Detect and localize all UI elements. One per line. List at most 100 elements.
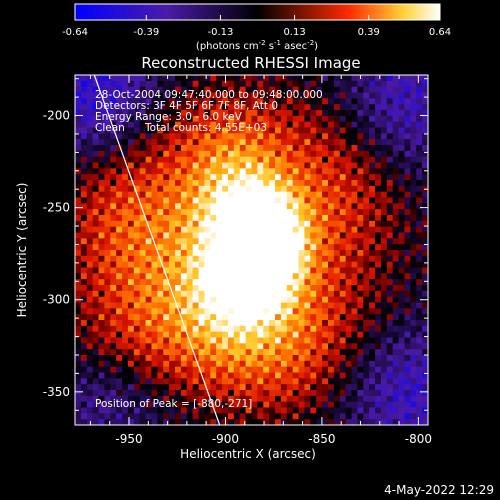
heatmap-cell — [280, 220, 288, 228]
heatmap-cell — [245, 215, 253, 222]
heatmap-cell — [322, 174, 329, 181]
heatmap-cell — [239, 296, 247, 304]
heatmap-cell — [357, 255, 364, 263]
heatmap-cell — [198, 419, 206, 425]
heatmap-cell — [92, 261, 100, 269]
heatmap-cell — [227, 384, 235, 391]
heatmap-cell — [198, 209, 206, 216]
heatmap-cell — [98, 209, 106, 216]
heatmap-cell — [86, 104, 94, 111]
heatmap-cell — [351, 255, 358, 263]
heatmap-cell — [363, 395, 370, 403]
heatmap-cell — [269, 156, 276, 164]
heatmap-cell — [375, 121, 382, 129]
heatmap-cell — [386, 115, 394, 123]
heatmap-cell — [239, 378, 247, 385]
heatmap-cell — [133, 314, 141, 321]
heatmap-cell — [327, 139, 335, 146]
heatmap-cell — [410, 86, 417, 94]
heatmap-cell — [204, 180, 211, 187]
heatmap-cell — [175, 150, 182, 158]
heatmap-cell — [127, 145, 135, 152]
heatmap-cell — [216, 174, 223, 181]
heatmap-cell — [304, 395, 311, 403]
heatmap-cell — [75, 80, 82, 88]
heatmap-cell — [210, 156, 217, 164]
heatmap-cell — [392, 314, 400, 321]
heatmap-cell — [233, 244, 241, 251]
heatmap-cell — [386, 156, 394, 164]
heatmap-cell — [180, 401, 188, 409]
heatmap-cell — [222, 355, 229, 362]
heatmap-cell — [175, 302, 182, 309]
heatmap-cell — [222, 314, 229, 321]
heatmap-cell — [416, 162, 423, 169]
heatmap-cell — [116, 80, 123, 88]
heatmap-cell — [192, 255, 200, 263]
heatmap-cell — [92, 115, 100, 123]
heatmap-cell — [380, 156, 388, 164]
heatmap-cell — [122, 139, 129, 146]
heatmap-cell — [280, 273, 288, 280]
heatmap-cell — [310, 197, 317, 204]
heatmap-cell — [127, 255, 135, 263]
heatmap-cell — [357, 98, 364, 105]
heatmap-cell — [286, 366, 294, 374]
heatmap-cell — [227, 355, 235, 362]
heatmap-cell — [410, 250, 417, 257]
heatmap-cell — [322, 209, 329, 216]
heatmap-cell — [233, 180, 241, 187]
heatmap-cell — [292, 360, 300, 368]
heatmap-cell — [227, 337, 235, 344]
heatmap-cell — [404, 238, 411, 245]
heatmap-cell — [386, 384, 394, 391]
heatmap-cell — [227, 180, 235, 187]
heatmap-cell — [86, 133, 94, 140]
heatmap-cell — [298, 145, 306, 152]
heatmap-cell — [398, 127, 406, 134]
heatmap-cell — [192, 180, 200, 187]
heatmap-cell — [280, 360, 288, 368]
heatmap-cell — [280, 197, 288, 204]
heatmap-cell — [398, 337, 406, 344]
heatmap-cell — [380, 174, 388, 181]
heatmap-cell — [339, 384, 347, 391]
heatmap-cell — [186, 86, 194, 94]
heatmap-cell — [345, 209, 353, 216]
heatmap-cell — [333, 372, 341, 379]
heatmap-cell — [175, 325, 182, 333]
heatmap-cell — [75, 413, 82, 420]
heatmap-cell — [398, 366, 406, 374]
heatmap-cell — [75, 372, 82, 379]
heatmap-cell — [286, 290, 294, 298]
heatmap-cell — [175, 226, 182, 234]
heatmap-cell — [192, 197, 200, 204]
heatmap-cell — [410, 320, 417, 327]
heatmap-cell — [304, 98, 311, 105]
heatmap-cell — [192, 407, 200, 414]
heatmap-cell — [222, 390, 229, 397]
heatmap-cell — [386, 413, 394, 420]
heatmap-cell — [145, 255, 153, 263]
heatmap-cell — [122, 314, 129, 321]
heatmap-cell — [80, 378, 88, 385]
heatmap-cell — [398, 75, 406, 82]
heatmap-cell — [86, 121, 94, 129]
heatmap-cell — [357, 302, 364, 309]
heatmap-cell — [286, 209, 294, 216]
heatmap-cell — [316, 401, 323, 409]
heatmap-cell — [104, 145, 111, 152]
heatmap-cell — [275, 419, 282, 425]
heatmap-cell — [375, 75, 382, 82]
heatmap-cell — [316, 320, 323, 327]
heatmap-cell — [375, 407, 382, 414]
heatmap-cell — [133, 343, 141, 350]
heatmap-cell — [280, 180, 288, 187]
heatmap-cell — [110, 419, 117, 425]
heatmap-cell — [392, 372, 400, 379]
heatmap-cell — [233, 110, 241, 117]
heatmap-cell — [351, 156, 358, 164]
heatmap-cell — [298, 407, 306, 414]
heatmap-cell — [304, 349, 311, 356]
heatmap-cell — [110, 395, 117, 403]
